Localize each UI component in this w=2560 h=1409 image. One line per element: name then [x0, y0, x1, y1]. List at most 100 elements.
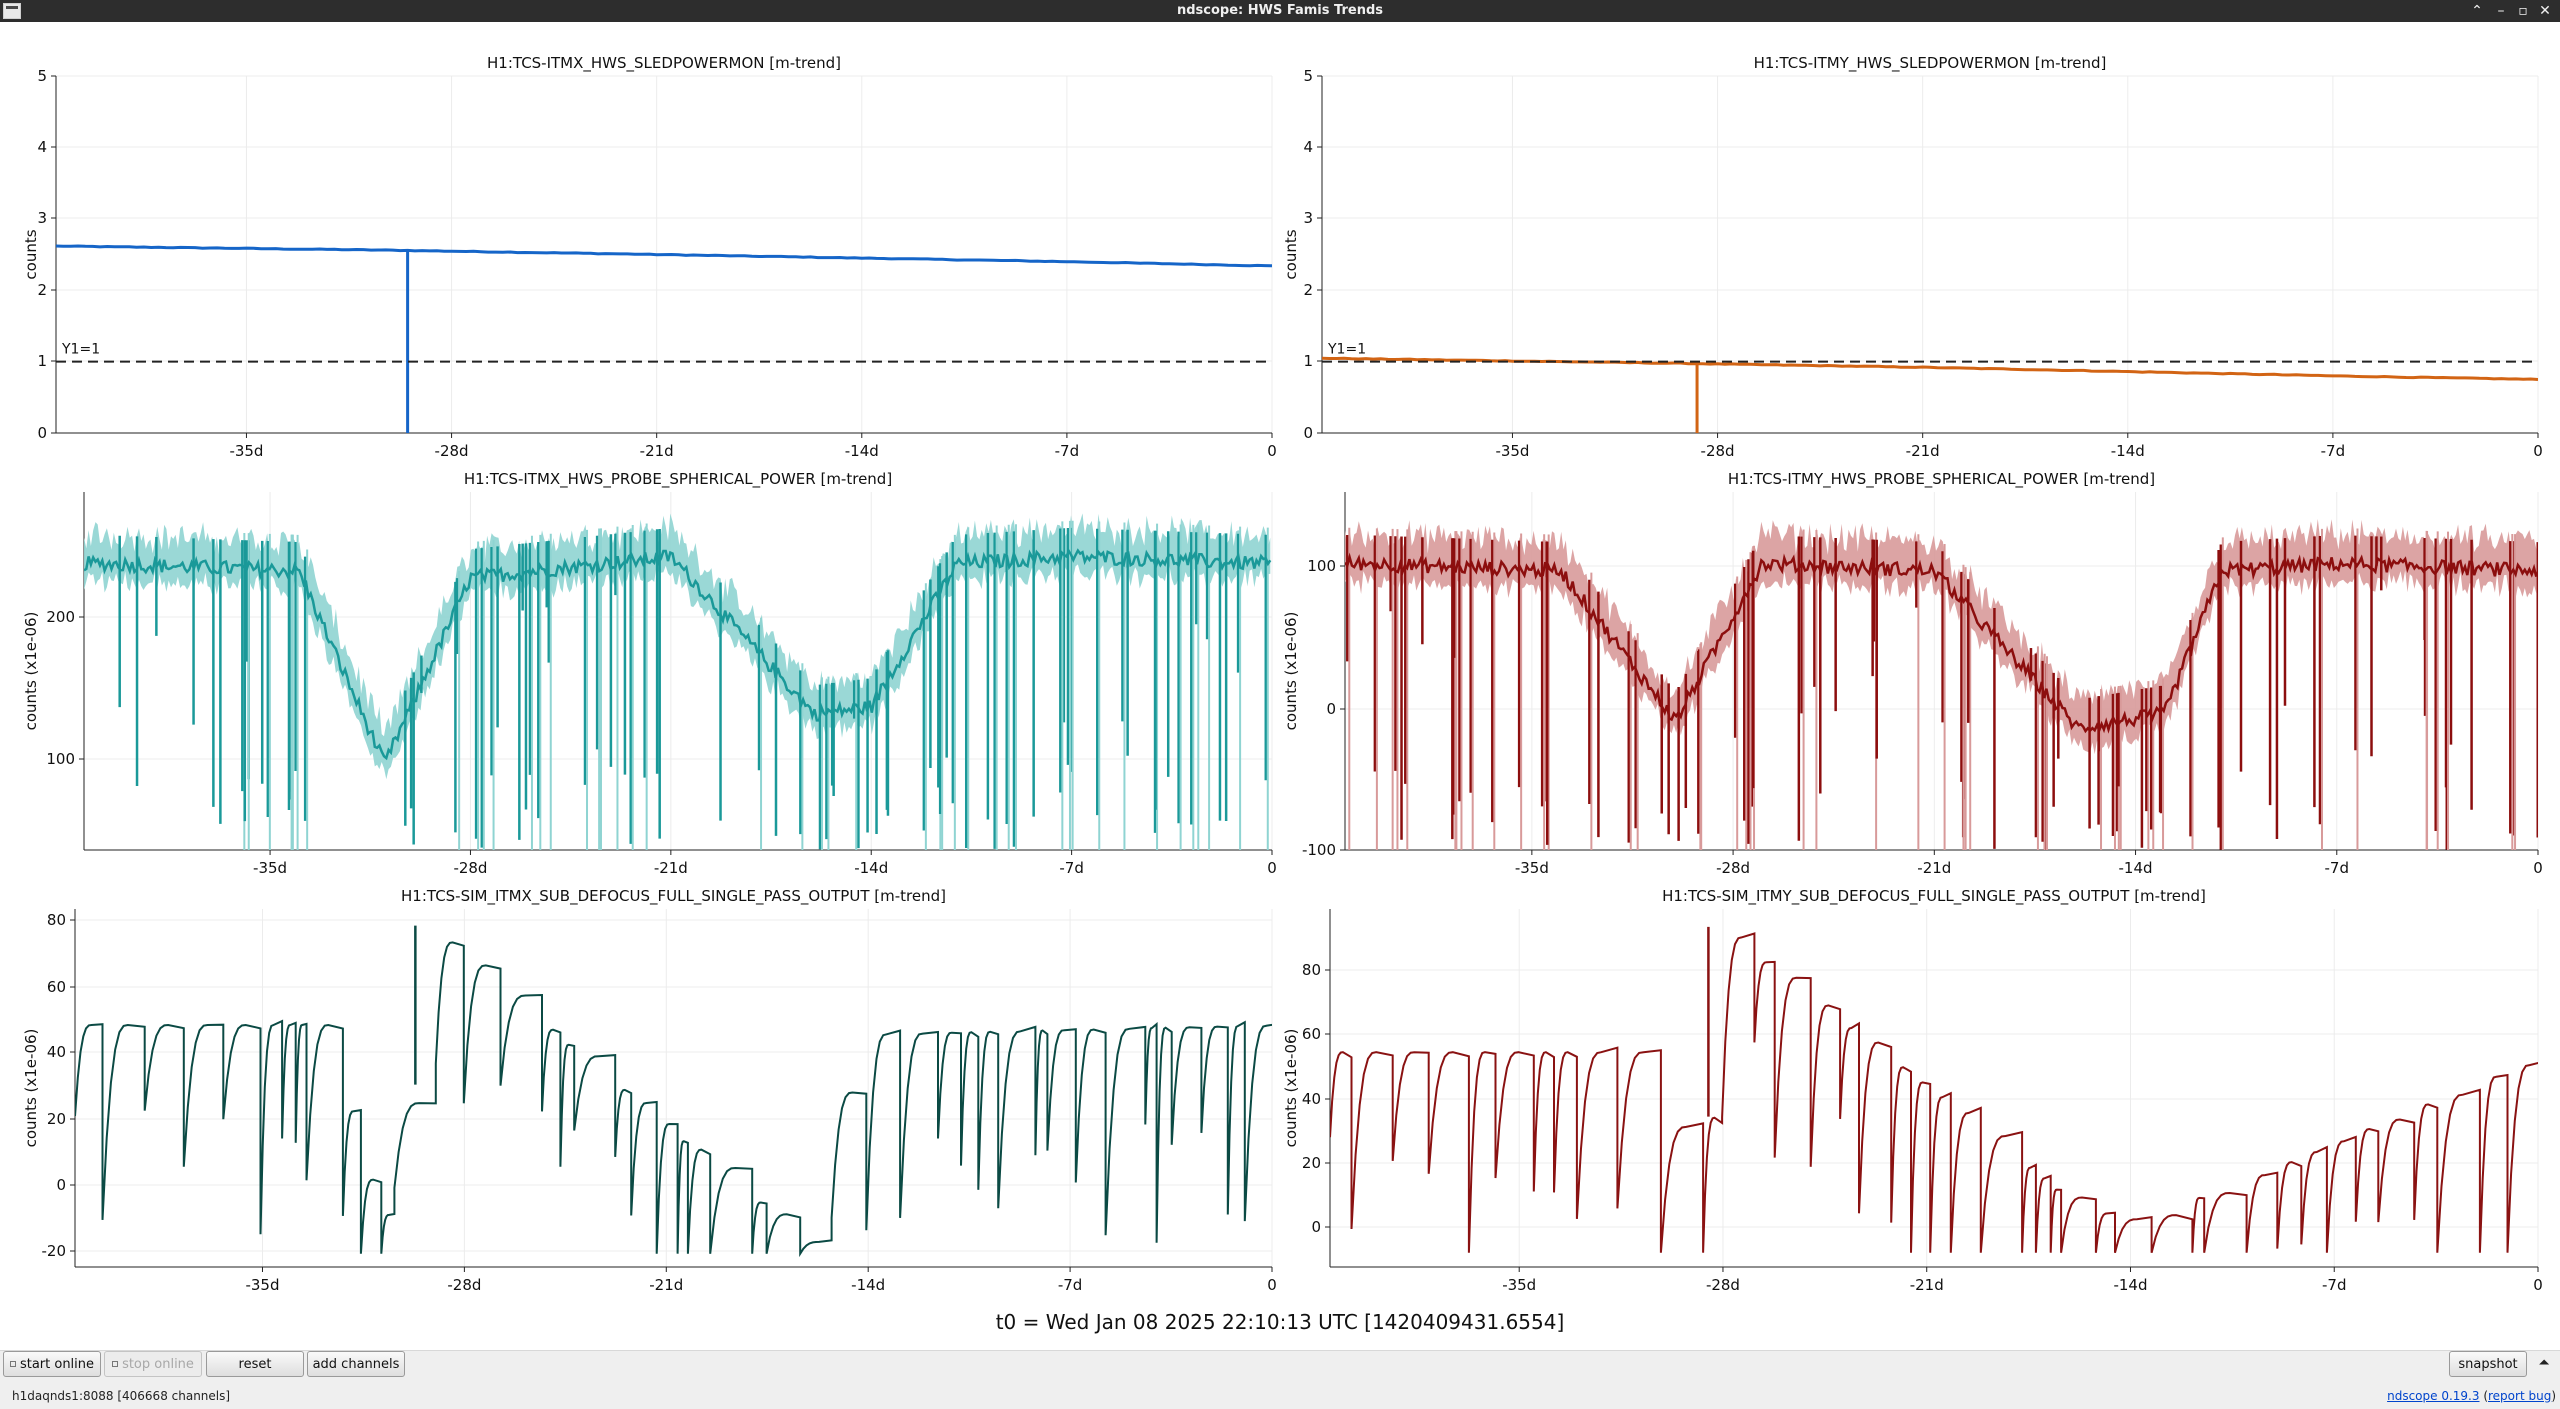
snapshot-button[interactable]: snapshot	[2449, 1351, 2527, 1377]
series-line	[1345, 552, 2538, 734]
t0-label: t0 = Wed Jan 08 2025 22:10:13 UTC [14204…	[995, 1310, 1565, 1334]
plot-2[interactable]: H1:TCS-ITMY_HWS_SLEDPOWERMON [m-trend] 0 1…	[1282, 54, 2543, 460]
y-axis-label: counts	[1282, 229, 1300, 279]
y-tick-label: 4	[37, 138, 47, 156]
plot-3[interactable]: H1:TCS-ITMX_HWS_PROBE_SPHERICAL_POWER [m…	[22, 470, 1277, 877]
x-tick-label: 0	[2533, 1276, 2543, 1294]
x-tick-label: -35d	[245, 1276, 279, 1294]
plot-6[interactable]: H1:TCS-SIM_ITMY_SUB_DEFOCUS_FULL_SINGLE_…	[1282, 887, 2544, 1294]
y-tick-label: 20	[1302, 1154, 1321, 1172]
y-tick-label: 40	[1302, 1090, 1321, 1108]
x-tick-label: -7d	[2325, 859, 2349, 877]
plot-1[interactable]: H1:TCS-ITMX_HWS_SLEDPOWERMON [m-trend] 0 1…	[22, 54, 1277, 460]
y-tick-label: 3	[1303, 209, 1313, 227]
plot-title: H1:TCS-SIM_ITMY_SUB_DEFOCUS_FULL_SINGLE_…	[1662, 887, 2206, 906]
x-tick-label: -14d	[845, 442, 879, 460]
y-tick-label: 40	[47, 1043, 66, 1061]
y-axis-label: counts (x1e-06)	[1282, 1029, 1300, 1148]
y-tick-label: -20	[42, 1242, 67, 1260]
series-line	[56, 244, 1272, 268]
x-tick-label: 0	[2533, 859, 2543, 877]
plot-4[interactable]: H1:TCS-ITMY_HWS_PROBE_SPHERICAL_POWER [m…	[1282, 470, 2543, 877]
restore-icon[interactable]: –	[2497, 3, 2505, 19]
plot-title: H1:TCS-ITMX_HWS_PROBE_SPHERICAL_POWER [m…	[464, 470, 892, 489]
x-tick-label: 0	[1267, 1276, 1277, 1294]
close-icon[interactable]: ✕	[2539, 3, 2551, 19]
x-tick-label: -28d	[435, 442, 469, 460]
y-tick-label: 5	[37, 67, 47, 85]
y-tick-label: 20	[47, 1110, 66, 1128]
y-tick-label: 0	[56, 1176, 66, 1194]
y-tick-label: 80	[47, 911, 66, 929]
version-link[interactable]: ndscope 0.19.3	[2387, 1389, 2480, 1403]
x-tick-label: -28d	[1716, 859, 1750, 877]
x-tick-label: -7d	[2322, 1276, 2346, 1294]
x-tick-label: -28d	[1706, 1276, 1740, 1294]
x-tick-label: -28d	[447, 1276, 481, 1294]
x-tick-label: -21d	[654, 859, 688, 877]
y-tick-label: 5	[1303, 67, 1313, 85]
x-tick-label: -35d	[1515, 859, 1549, 877]
x-tick-label: -21d	[1910, 1276, 1944, 1294]
y-tick-label: 2	[37, 281, 47, 299]
y-tick-label: 1	[1303, 352, 1313, 370]
y-tick-label: 100	[1307, 557, 1336, 575]
start-online-button[interactable]: start online	[3, 1351, 101, 1377]
stop-online-button[interactable]: stop online	[104, 1351, 202, 1377]
status-bar: h1daqnds1:8088 [406668 channels] ndscope…	[0, 1385, 2560, 1409]
collapse-icon[interactable]: ⏶	[2538, 1355, 2550, 1371]
series-line	[1330, 932, 2538, 1253]
plot-title: H1:TCS-SIM_ITMX_SUB_DEFOCUS_FULL_SINGLE_…	[401, 887, 946, 906]
minimize-icon[interactable]: ⌃	[2471, 3, 2483, 19]
x-tick-label: -35d	[229, 442, 263, 460]
series-band	[84, 513, 1271, 780]
y-axis-label: counts (x1e-06)	[1282, 612, 1300, 731]
series-line	[1322, 356, 2538, 381]
plot-5[interactable]: H1:TCS-SIM_ITMX_SUB_DEFOCUS_FULL_SINGLE_…	[22, 887, 1282, 1294]
y-tick-label: 0	[1303, 424, 1313, 442]
plot-canvas[interactable]: H1:TCS-ITMX_HWS_SLEDPOWERMON [m-trend] 0 1…	[0, 22, 2560, 1322]
x-tick-label: -14d	[2111, 442, 2145, 460]
x-tick-label: -7d	[1058, 1276, 1082, 1294]
x-tick-label: -14d	[2119, 859, 2153, 877]
window-titlebar: ndscope: HWS Famis Trends ⌃ – ▫ ✕	[0, 0, 2560, 22]
server-status: h1daqnds1:8088 [406668 channels]	[12, 1389, 231, 1403]
threshold-label: Y1=1	[61, 342, 100, 358]
series-group	[84, 513, 1272, 850]
series-line	[75, 941, 1272, 1258]
y-tick-label: 60	[1302, 1025, 1321, 1043]
plot-title: H1:TCS-ITMY_HWS_PROBE_SPHERICAL_POWER [m…	[1728, 470, 2155, 489]
plot-title: H1:TCS-ITMX_HWS_SLEDPOWERMON [m-trend]	[487, 54, 841, 73]
series-group	[1330, 926, 2538, 1253]
x-tick-label: 0	[1267, 442, 1277, 460]
y-tick-label: 80	[1302, 961, 1321, 979]
reset-button[interactable]: reset	[206, 1351, 304, 1377]
version-info: ndscope 0.19.3 (report bug)	[2387, 1389, 2556, 1403]
x-tick-label: -35d	[1502, 1276, 1536, 1294]
start-online-label: start online	[19, 1356, 95, 1372]
maximize-icon[interactable]: ▫	[2518, 3, 2528, 19]
y-tick-label: 60	[47, 978, 66, 996]
x-tick-label: -21d	[1917, 859, 1951, 877]
report-bug-link[interactable]: report bug	[2488, 1389, 2552, 1403]
window-title: ndscope: HWS Famis Trends	[1176, 3, 1383, 18]
y-tick-label: 0	[37, 424, 47, 442]
plot-title: H1:TCS-ITMY_HWS_SLEDPOWERMON [m-trend]	[1754, 54, 2107, 73]
x-tick-label: -21d	[640, 442, 674, 460]
y-tick-label: 2	[1303, 281, 1313, 299]
plot-grid: H1:TCS-ITMX_HWS_SLEDPOWERMON [m-trend] 0 1…	[0, 22, 2560, 1322]
y-tick-label: 3	[37, 209, 47, 227]
add-channels-button[interactable]: add channels	[307, 1351, 405, 1377]
y-tick-label: 1	[37, 352, 47, 370]
y-tick-label: 200	[46, 608, 75, 626]
x-tick-label: -14d	[851, 1276, 885, 1294]
series-group	[56, 244, 1272, 433]
x-tick-label: 0	[1267, 859, 1277, 877]
y-axis-label: counts	[22, 229, 40, 279]
x-tick-label: -28d	[1701, 442, 1735, 460]
y-tick-label: 0	[1311, 1218, 1321, 1236]
x-tick-label: -35d	[1495, 442, 1529, 460]
x-tick-label: -35d	[253, 859, 287, 877]
y-axis-label: counts (x1e-06)	[22, 612, 40, 731]
x-tick-label: -7d	[2321, 442, 2345, 460]
